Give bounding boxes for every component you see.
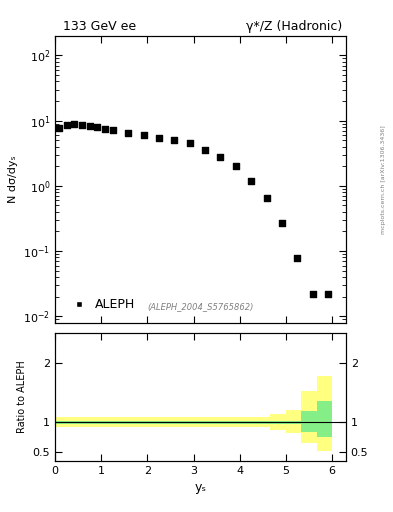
- X-axis label: yₛ: yₛ: [195, 481, 206, 494]
- Bar: [317, 376, 332, 451]
- Bar: [86, 417, 101, 427]
- Bar: [270, 414, 286, 430]
- Bar: [209, 421, 224, 423]
- Bar: [132, 421, 147, 423]
- Bar: [240, 421, 255, 423]
- Point: [217, 153, 224, 161]
- Bar: [163, 421, 178, 423]
- Bar: [147, 421, 163, 423]
- Bar: [132, 417, 147, 427]
- Bar: [209, 417, 224, 427]
- Bar: [286, 421, 301, 423]
- Y-axis label: N dσ/dyₛ: N dσ/dyₛ: [7, 155, 18, 203]
- Bar: [224, 421, 240, 423]
- Bar: [301, 391, 317, 443]
- Point: [156, 134, 162, 142]
- Point: [294, 254, 301, 262]
- Point: [56, 123, 62, 132]
- Bar: [224, 417, 240, 427]
- Point: [110, 126, 116, 134]
- Bar: [193, 421, 209, 423]
- Point: [86, 122, 93, 130]
- Text: 133 GeV ee: 133 GeV ee: [63, 20, 136, 33]
- Point: [125, 129, 131, 137]
- Point: [102, 125, 108, 133]
- Legend: ALEPH: ALEPH: [61, 293, 140, 316]
- Bar: [70, 421, 86, 423]
- Bar: [101, 417, 117, 427]
- Bar: [193, 417, 209, 427]
- Bar: [55, 417, 70, 427]
- Y-axis label: Ratio to ALEPH: Ratio to ALEPH: [17, 360, 27, 433]
- Bar: [178, 417, 193, 427]
- Bar: [240, 417, 255, 427]
- Bar: [70, 417, 86, 427]
- Bar: [163, 417, 178, 427]
- Point: [171, 136, 177, 144]
- Point: [94, 122, 101, 131]
- Point: [187, 139, 193, 147]
- Bar: [178, 421, 193, 423]
- Point: [279, 219, 285, 227]
- Point: [63, 121, 70, 130]
- Point: [140, 131, 147, 139]
- Point: [325, 290, 331, 298]
- Bar: [286, 410, 301, 433]
- Text: γ*/Z (Hadronic): γ*/Z (Hadronic): [246, 20, 342, 33]
- Text: mcplots.cern.ch [arXiv:1306.3436]: mcplots.cern.ch [arXiv:1306.3436]: [381, 125, 386, 233]
- Bar: [101, 421, 117, 423]
- Bar: [301, 411, 317, 432]
- Point: [233, 162, 239, 170]
- Bar: [117, 421, 132, 423]
- Bar: [255, 421, 270, 423]
- Point: [310, 290, 316, 298]
- Text: (ALEPH_2004_S5765862): (ALEPH_2004_S5765862): [147, 302, 253, 311]
- Bar: [255, 417, 270, 427]
- Bar: [117, 417, 132, 427]
- Point: [248, 177, 254, 185]
- Bar: [270, 421, 286, 423]
- Bar: [317, 401, 332, 437]
- Point: [71, 120, 77, 129]
- Point: [79, 121, 85, 130]
- Bar: [147, 417, 163, 427]
- Point: [263, 194, 270, 202]
- Point: [202, 146, 208, 155]
- Bar: [55, 421, 70, 423]
- Bar: [86, 421, 101, 423]
